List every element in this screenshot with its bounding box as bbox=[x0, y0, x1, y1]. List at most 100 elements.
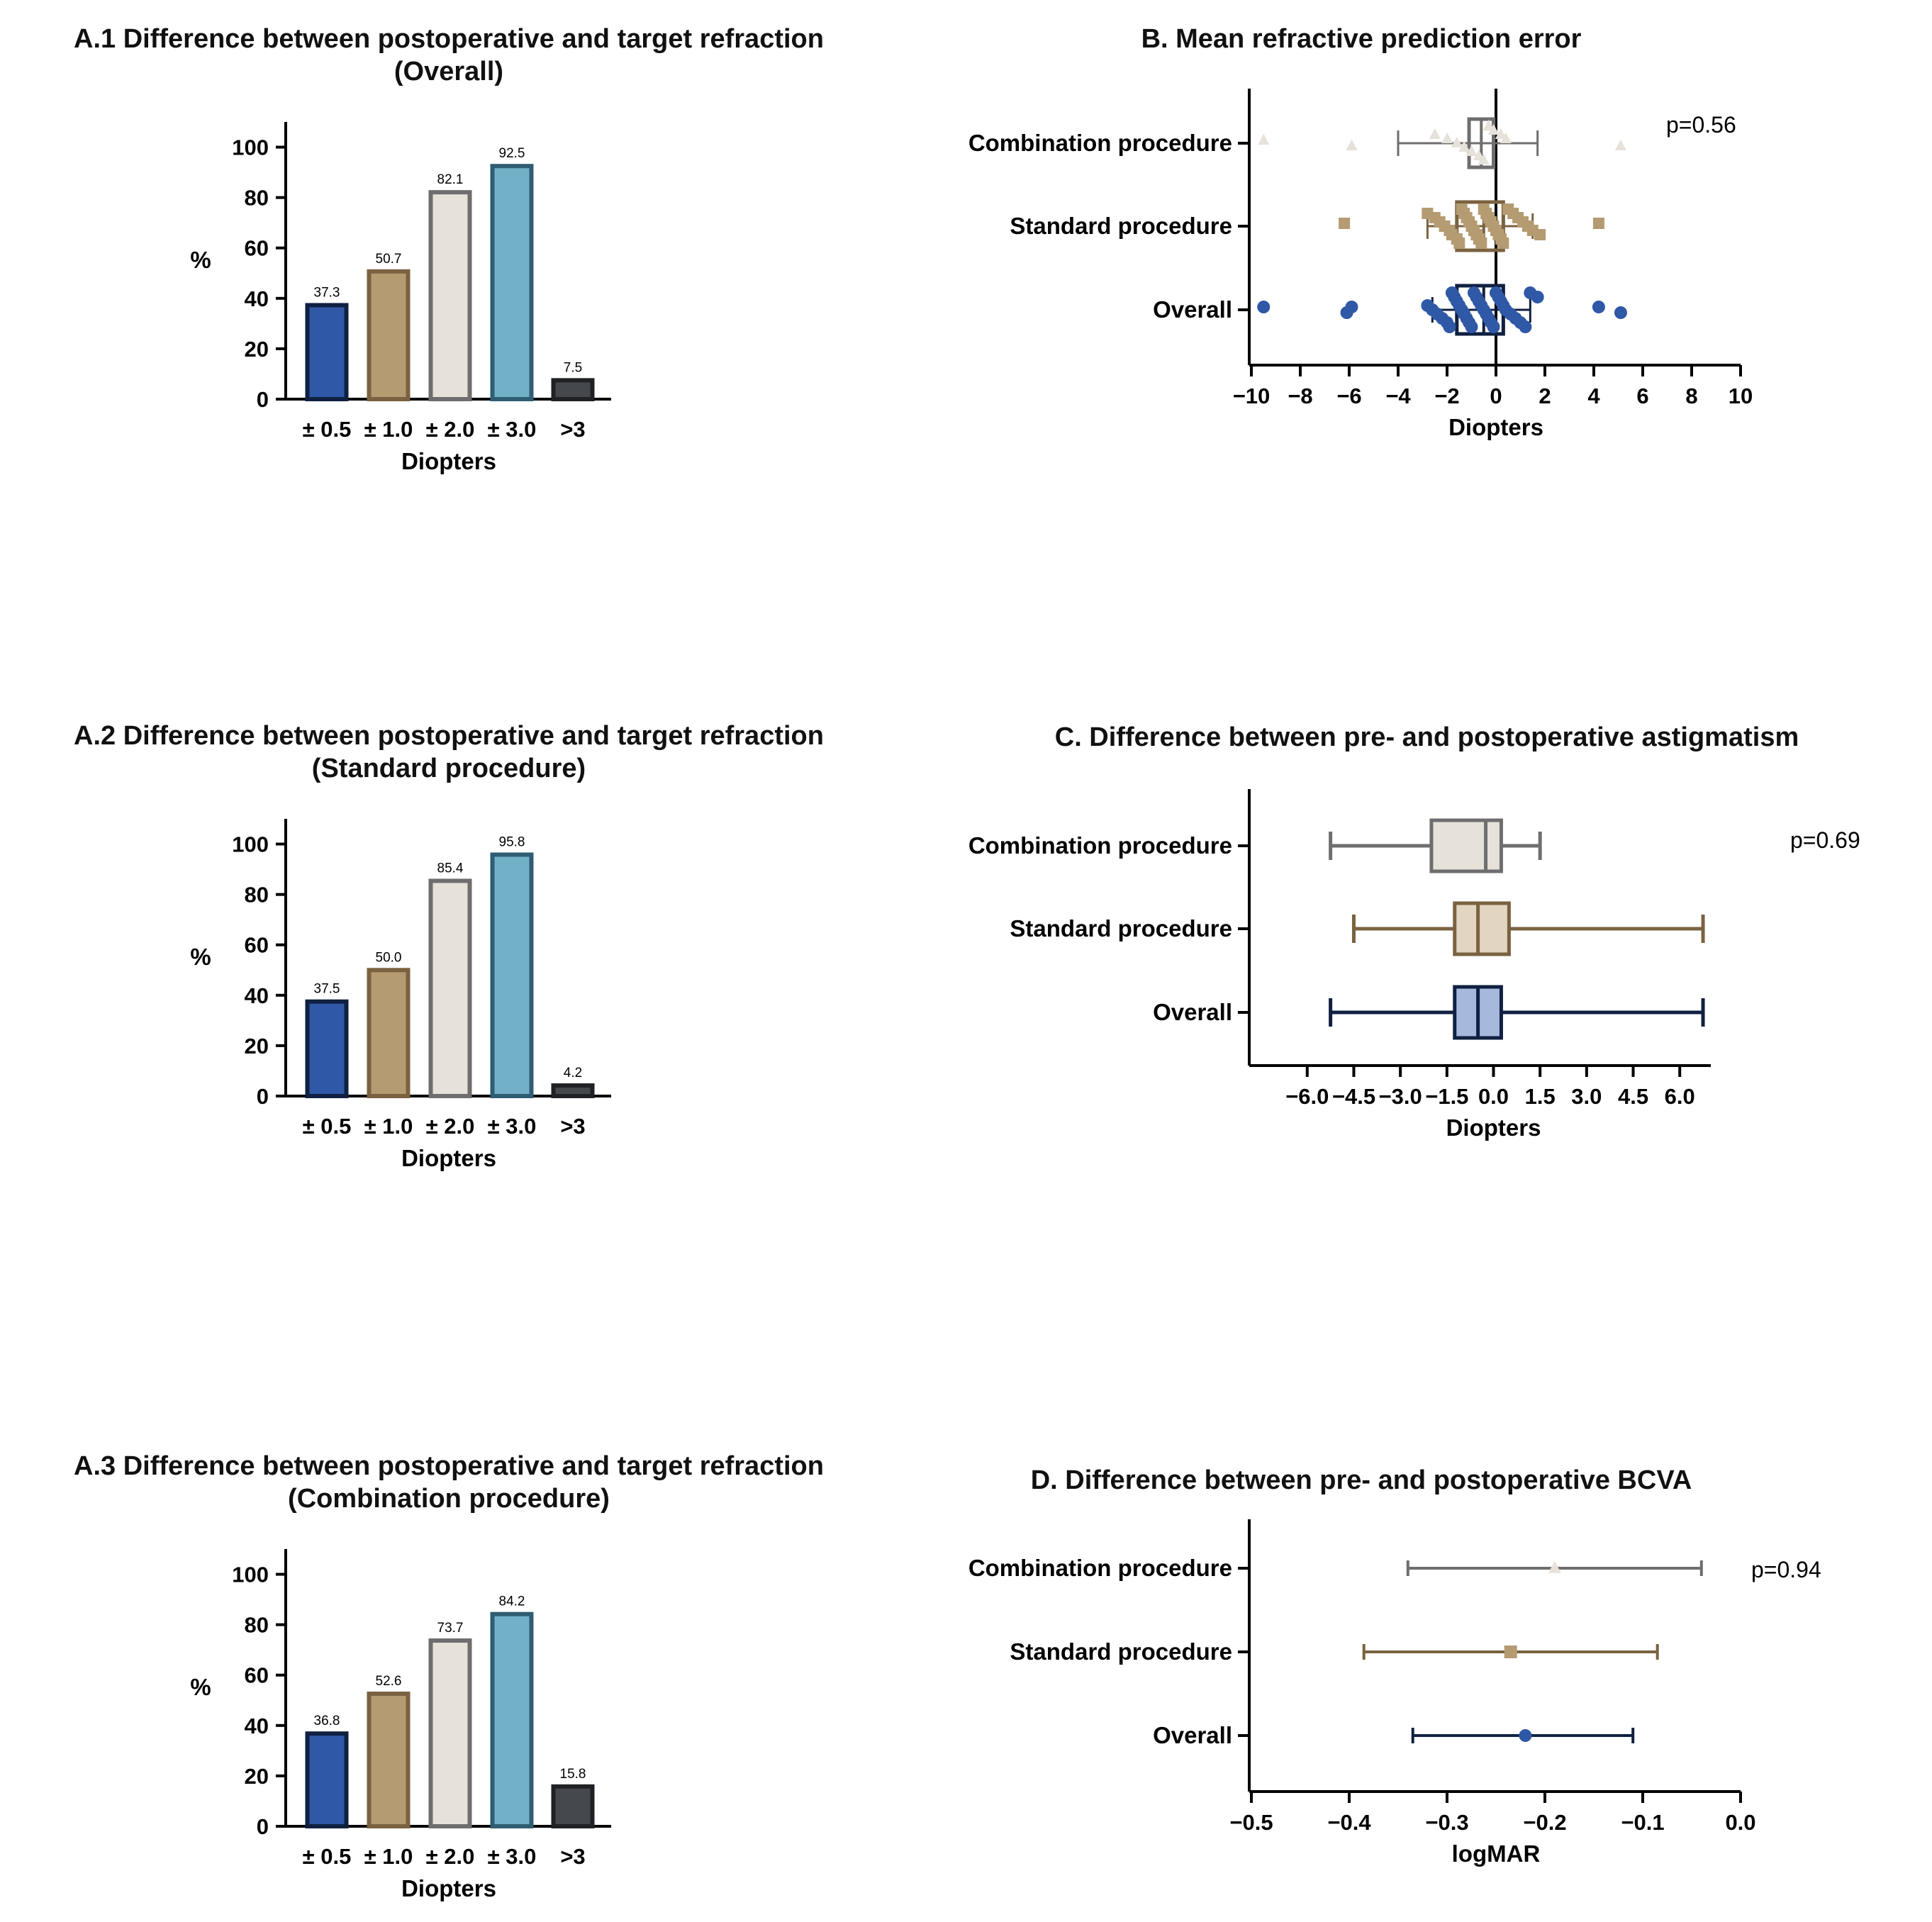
chart-title: B. Mean refractive prediction error bbox=[922, 23, 1801, 55]
x-tick-label: 6 bbox=[1636, 384, 1648, 408]
bar-value-label: 4.2 bbox=[564, 1066, 582, 1080]
box bbox=[1453, 901, 1511, 956]
data-point bbox=[1451, 136, 1463, 147]
data-point bbox=[1504, 1646, 1517, 1658]
panel-a1-chart: A.1 Difference between postoperative and… bbox=[0, 0, 922, 489]
x-tick-label: ± 3.0 bbox=[488, 417, 537, 442]
x-tick-label: ± 1.0 bbox=[364, 1844, 413, 1869]
bar-value-label: 37.3 bbox=[314, 285, 340, 300]
chart-title-line2: (Standard procedure) bbox=[311, 754, 586, 783]
bar-chart-svg: 0 20 40 60 80 100% 36.8 ± 0.5 52.6 ± 1.0 73.7 ± 2.0… bbox=[190, 1549, 611, 1901]
x-tick-label: −4 bbox=[1385, 384, 1411, 408]
bar-value-label: 82.1 bbox=[437, 172, 464, 187]
y-tick-label: 0 bbox=[257, 387, 269, 412]
x-tick-label: ± 1.0 bbox=[364, 417, 413, 442]
bar-value-label: 50.7 bbox=[376, 252, 402, 267]
y-tick-label: Standard procedure bbox=[1010, 1638, 1232, 1665]
data-point bbox=[1473, 149, 1485, 160]
x-tick-label: ± 3.0 bbox=[488, 1114, 537, 1139]
chart-title: A.1 Difference between postoperative and… bbox=[0, 23, 898, 88]
bar-value-label: 15.8 bbox=[560, 1767, 586, 1782]
y-tick-label: Overall bbox=[1153, 999, 1232, 1025]
y-tick-label: 0 bbox=[257, 1084, 269, 1109]
y-tick-label: Standard procedure bbox=[1010, 213, 1232, 239]
y-tick-label: 80 bbox=[245, 1613, 269, 1638]
bar bbox=[490, 164, 534, 401]
box-chart-svg: −6.0 −4.5 −3.0 −1.5 0.0 1.5 3.0 4.5 6.0 Diopters C… bbox=[968, 789, 1860, 1141]
x-tick-label: 6.0 bbox=[1665, 1084, 1695, 1109]
x-tick-label: 4.5 bbox=[1618, 1084, 1648, 1109]
x-tick-label: −10 bbox=[1233, 384, 1271, 408]
bar-value-label: 92.5 bbox=[499, 146, 525, 161]
data-point bbox=[1339, 218, 1351, 229]
x-tick-label: >3 bbox=[560, 1844, 585, 1869]
chart-title-line1: A.1 Difference between postoperative and… bbox=[74, 24, 824, 54]
chart-title-line1: C. Difference between pre- and postopera… bbox=[1054, 722, 1799, 752]
x-tick-label: ± 0.5 bbox=[303, 417, 352, 442]
data-point bbox=[1465, 320, 1478, 333]
x-tick-label: −0.5 bbox=[1229, 1810, 1273, 1835]
y-tick-label: Overall bbox=[1153, 1722, 1232, 1748]
chart-title-line1: B. Mean refractive prediction error bbox=[1141, 24, 1582, 54]
y-tick-label: Combination procedure bbox=[968, 130, 1232, 156]
data-point bbox=[1519, 1729, 1532, 1742]
x-tick-label: −1.5 bbox=[1425, 1084, 1468, 1109]
bar bbox=[428, 1638, 472, 1828]
bar bbox=[490, 852, 534, 1098]
box bbox=[1455, 200, 1505, 252]
x-tick-label: 1.5 bbox=[1525, 1084, 1556, 1109]
x-tick-label: −0.1 bbox=[1621, 1810, 1664, 1835]
bar bbox=[305, 1731, 349, 1828]
bar bbox=[551, 1083, 595, 1099]
x-axis-label: Diopters bbox=[1448, 414, 1543, 440]
y-tick-label: 100 bbox=[232, 832, 269, 857]
data-point bbox=[1429, 128, 1441, 139]
data-point bbox=[1497, 238, 1509, 249]
x-tick-label: −0.3 bbox=[1425, 1810, 1468, 1835]
y-tick-label: 100 bbox=[232, 135, 269, 160]
y-axis-label: % bbox=[190, 247, 211, 273]
y-tick-label: 100 bbox=[232, 1563, 269, 1587]
chart-title: D. Difference between pre- and postopera… bbox=[922, 1464, 1801, 1497]
bar bbox=[367, 968, 411, 1099]
bar-value-label: 36.8 bbox=[314, 1714, 340, 1728]
chart-title-line2: (Combination procedure) bbox=[288, 1484, 610, 1514]
data-point bbox=[1534, 229, 1546, 240]
chart-title-line2: (Overall) bbox=[393, 57, 504, 86]
data-point bbox=[1548, 1560, 1561, 1573]
bar bbox=[551, 1784, 595, 1829]
chart-title-line1: A.3 Difference between postoperative and… bbox=[74, 1451, 824, 1481]
bar bbox=[428, 190, 472, 401]
x-axis-label: Diopters bbox=[401, 1875, 496, 1901]
x-axis-label: Diopters bbox=[401, 1145, 496, 1171]
y-tick-label: Overall bbox=[1153, 296, 1232, 323]
data-point bbox=[1441, 132, 1453, 143]
data-point bbox=[1443, 320, 1456, 333]
scatter-box-chart-svg: −10 −8 −6 −4 −2 0 2 4 6 8 10 Diopters Combination pr… bbox=[968, 89, 1753, 440]
x-tick-label: −4.5 bbox=[1332, 1084, 1375, 1109]
x-tick-label: 10 bbox=[1729, 384, 1753, 408]
bar bbox=[367, 269, 411, 401]
y-tick-label: 80 bbox=[245, 186, 269, 211]
x-axis-label: Diopters bbox=[1446, 1114, 1541, 1141]
data-point bbox=[1258, 133, 1270, 145]
y-tick-label: 60 bbox=[245, 1663, 269, 1688]
data-point bbox=[1478, 153, 1490, 164]
data-point bbox=[1592, 301, 1605, 313]
y-tick-label: 20 bbox=[245, 337, 269, 362]
x-tick-label: 2 bbox=[1539, 384, 1551, 408]
data-point bbox=[1465, 145, 1478, 156]
y-axis-label: % bbox=[190, 1674, 211, 1700]
bar-value-label: 50.0 bbox=[376, 950, 402, 965]
x-axis-label: logMAR bbox=[1452, 1840, 1541, 1867]
chart-title-line1: A.2 Difference between postoperative and… bbox=[74, 721, 824, 751]
bar-chart-svg: 0 20 40 60 80 100% 37.5 ± 0.5 50.0 ± 1.0 85.4 ± 2.0… bbox=[190, 819, 611, 1171]
data-point bbox=[1345, 301, 1358, 313]
x-tick-label: ± 2.0 bbox=[426, 1844, 475, 1869]
data-point bbox=[1495, 128, 1507, 139]
x-tick-label: 8 bbox=[1685, 384, 1697, 408]
panel-c-chart: C. Difference between pre- and postopera… bbox=[922, 697, 1932, 1186]
x-tick-label: ± 2.0 bbox=[426, 417, 475, 442]
x-tick-label: −6 bbox=[1336, 384, 1361, 408]
x-tick-label: ± 2.0 bbox=[426, 1114, 475, 1139]
